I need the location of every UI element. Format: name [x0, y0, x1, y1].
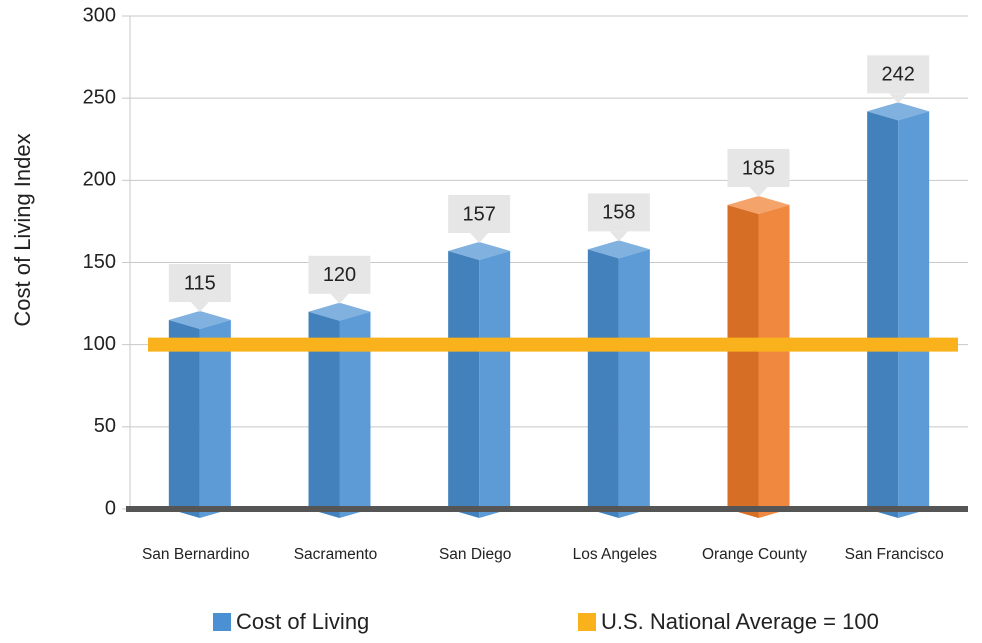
- data-label: 158: [602, 202, 635, 224]
- data-label-box: [168, 264, 231, 303]
- bar-left-face: [308, 311, 340, 518]
- bar-left-face: [587, 249, 619, 518]
- bar-left-face: [448, 250, 480, 518]
- bar-left-shade: [587, 249, 619, 518]
- bar-right-face: [339, 311, 371, 518]
- y-tick-label: 0: [105, 497, 116, 519]
- bar-right-shade: [618, 249, 650, 518]
- y-axis-label: Cost of Living Index: [10, 133, 35, 326]
- data-label-pointer: [470, 232, 489, 243]
- data-label: 185: [742, 157, 775, 179]
- bar-right-shade: [758, 204, 790, 518]
- data-label: 115: [184, 272, 216, 294]
- bar-right-face: [479, 250, 511, 518]
- bar-right-face: [199, 320, 231, 518]
- data-label-pointer: [889, 93, 908, 104]
- bar-top: [587, 240, 650, 259]
- bar-right-face: [618, 249, 650, 518]
- data-label-box: [867, 55, 930, 94]
- bar-top-shade: [168, 311, 231, 330]
- bar-top-shade: [867, 102, 930, 121]
- legend-label: Cost of Living: [236, 609, 369, 634]
- bar-left-shade: [308, 311, 340, 518]
- y-tick-label: 100: [83, 333, 116, 355]
- data-label-box: [727, 148, 790, 187]
- data-label-pointer: [330, 293, 349, 304]
- bar-top: [727, 195, 790, 214]
- legend-label: U.S. National Average = 100: [601, 609, 879, 634]
- bar-right-shade: [479, 250, 511, 518]
- legend-swatch: [213, 613, 231, 631]
- y-tick-label: 150: [83, 251, 116, 273]
- bar-top-shade: [727, 195, 790, 214]
- data-label-pointer: [749, 186, 768, 197]
- bar-left-shade: [727, 204, 759, 518]
- bar-left-shade: [448, 250, 480, 518]
- x-tick-label: Los Angeles: [573, 546, 658, 563]
- x-tick-label: Orange County: [702, 546, 807, 563]
- bar-left-face: [867, 111, 899, 519]
- bar-top: [867, 102, 930, 121]
- bar-top-shade: [308, 302, 371, 321]
- bar-right-shade: [339, 311, 371, 518]
- bar-right-shade: [898, 111, 930, 519]
- x-tick-label: San Diego: [439, 546, 511, 563]
- bar-top: [168, 311, 231, 330]
- bar-left-face: [168, 320, 200, 518]
- bar-right-face: [758, 204, 790, 518]
- data-label-box: [448, 194, 511, 233]
- x-tick-label: Sacramento: [294, 546, 378, 563]
- bar-top: [308, 302, 371, 321]
- y-tick-label: 250: [83, 86, 116, 108]
- bar-left-shade: [168, 320, 200, 518]
- x-tick-label: San Francisco: [845, 546, 944, 563]
- data-label-pointer: [190, 302, 209, 313]
- bar-right-face: [898, 111, 930, 519]
- data-label: 157: [462, 203, 495, 225]
- bar-top: [448, 241, 511, 260]
- bar-top-shade: [448, 241, 511, 260]
- bar-left-face: [727, 204, 759, 518]
- y-tick-label: 200: [83, 169, 116, 191]
- bar-left-shade: [867, 111, 899, 519]
- y-tick-label: 300: [83, 4, 116, 26]
- data-label: 120: [323, 264, 356, 286]
- bar-right-shade: [199, 320, 231, 518]
- y-tick-label: 50: [94, 415, 116, 437]
- legend-swatch: [578, 613, 596, 631]
- x-tick-label: San Bernardino: [142, 546, 250, 563]
- data-label: 242: [881, 64, 914, 86]
- data-label-pointer: [609, 231, 628, 242]
- data-label-box: [308, 255, 371, 294]
- data-label-box: [587, 193, 650, 232]
- bar-top-shade: [587, 240, 650, 259]
